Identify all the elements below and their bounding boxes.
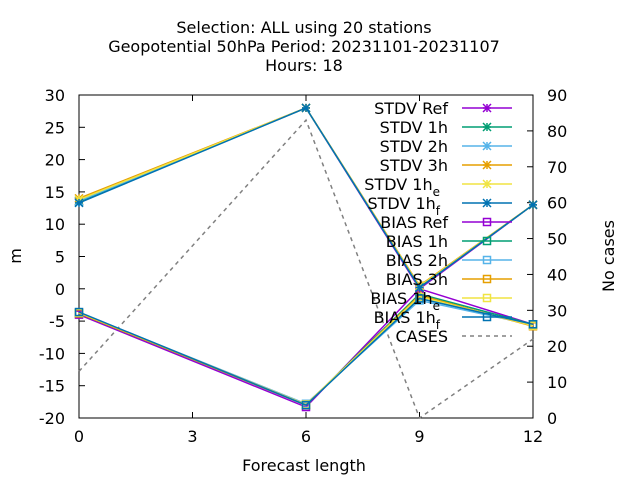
legend-label-subscript: e	[433, 299, 440, 313]
series-line	[78, 118, 534, 420]
y-tick-label: 15	[45, 183, 65, 202]
series-stdv-3h	[74, 103, 538, 291]
y2-tick-label: 40	[547, 265, 567, 284]
series-stdv-1h-e	[74, 103, 538, 291]
series-bias-ref	[74, 284, 538, 412]
legend-label-subscript: e	[433, 185, 440, 199]
legend-label: STDV 2h	[380, 137, 448, 156]
series-line	[78, 287, 534, 408]
plot-frame	[78, 94, 534, 419]
x-tick-label: 9	[414, 427, 424, 446]
legend-label: CASES	[395, 327, 448, 346]
data-point	[301, 400, 311, 410]
data-point	[414, 282, 425, 293]
series-line	[78, 106, 534, 289]
title-line-3: Hours: 18	[265, 56, 343, 75]
y-tick-label: 0	[55, 280, 65, 299]
y2-tick-label: 90	[547, 86, 567, 105]
series-bias-1h-f	[74, 294, 538, 410]
y-tick-label: 25	[45, 118, 65, 137]
series-line	[78, 106, 534, 290]
series-line	[78, 294, 534, 406]
legend-label: BIAS 3h	[386, 270, 448, 289]
y2-tick-label: 30	[547, 301, 567, 320]
title-line-2: Geopotential 50hPa Period: 20231101-2023…	[108, 37, 500, 56]
legend-item: STDV 3h	[380, 156, 512, 175]
x-tick-label: 6	[301, 427, 311, 446]
legend-item: BIAS 1h	[386, 232, 512, 251]
data-point	[528, 320, 538, 329]
y-tick-label: 5	[55, 248, 65, 267]
y-tick-label: 20	[45, 151, 65, 170]
axis-ticks: 0 3 6 9 12 -20 -15 -10 -5 0 5 10 15 20 25 30 0 10 20 30 40 50…	[39, 86, 568, 446]
legend-label-subscript: f	[436, 204, 441, 218]
data-point	[74, 198, 84, 208]
y-tick-label: -15	[39, 377, 65, 396]
legend-label-subscript: f	[436, 318, 441, 332]
y2-tick-label: 80	[547, 122, 567, 141]
title-line-1: Selection: ALL using 20 stations	[176, 18, 431, 37]
data-point	[528, 200, 538, 210]
series-cases	[78, 118, 534, 420]
series-line	[78, 295, 534, 406]
series-lines	[74, 103, 538, 420]
legend-label: STDV Ref	[374, 99, 448, 118]
y-tick-label: -20	[39, 409, 65, 428]
y-axis-label: m	[6, 248, 25, 264]
y2-tick-label: 0	[547, 409, 557, 428]
legend-label: STDV 1h	[380, 118, 448, 137]
legend-label: STDV 3h	[380, 156, 448, 175]
x-tick-label: 0	[74, 427, 84, 446]
series-line	[78, 297, 534, 406]
legend-item: BIAS 3h	[386, 270, 512, 289]
legend-item: CASES	[395, 327, 512, 346]
data-point	[415, 294, 424, 303]
legend-item: BIAS Ref	[380, 213, 512, 232]
y2-axis-label: No cases	[599, 220, 618, 292]
series-stdv-1h	[74, 103, 538, 293]
data-point	[74, 307, 84, 317]
legend-item: STDV Ref	[374, 99, 512, 118]
y2-tick-label: 50	[547, 230, 567, 249]
series-stdv-ref	[74, 103, 538, 294]
legend-marker	[482, 274, 492, 284]
legend-item: STDV 1h	[380, 118, 512, 137]
legend-marker	[482, 217, 492, 227]
legend-marker	[482, 141, 492, 151]
y-tick-label: -10	[39, 344, 65, 363]
y2-tick-label: 20	[547, 337, 567, 356]
series-stdv-2h	[74, 103, 538, 292]
legend-marker	[482, 122, 492, 132]
legend-marker	[482, 255, 492, 265]
y-tick-label: 30	[45, 86, 65, 105]
x-tick-label: 12	[523, 427, 543, 446]
y2-tick-label: 70	[547, 158, 567, 177]
legend-marker	[482, 293, 492, 303]
series-line	[78, 106, 534, 287]
data-point	[301, 103, 311, 113]
y-tick-label: -5	[49, 312, 65, 331]
legend-label: BIAS Ref	[380, 213, 448, 232]
legend-marker	[482, 312, 492, 322]
legend-marker	[482, 236, 492, 246]
legend-label: BIAS 1h	[386, 232, 448, 251]
legend-marker	[482, 160, 492, 170]
legend-item: STDV 2h	[380, 137, 512, 156]
x-tick-label: 3	[187, 427, 197, 446]
legend-label: BIAS 2h	[386, 251, 448, 270]
legend-marker	[482, 179, 492, 189]
series-line	[78, 299, 534, 405]
y2-tick-label: 60	[547, 194, 567, 213]
x-axis-label: Forecast length	[242, 456, 366, 475]
chart-title: Selection: ALL using 20 stations Geopote…	[108, 18, 500, 75]
legend-marker	[482, 198, 492, 208]
y2-tick-label: 10	[547, 373, 567, 392]
y-tick-label: 10	[45, 215, 65, 234]
series-bias-2h	[74, 296, 538, 409]
series-stdv-1h-f	[74, 103, 538, 293]
legend-item: BIAS 2h	[386, 251, 512, 270]
legend-marker	[482, 103, 492, 113]
